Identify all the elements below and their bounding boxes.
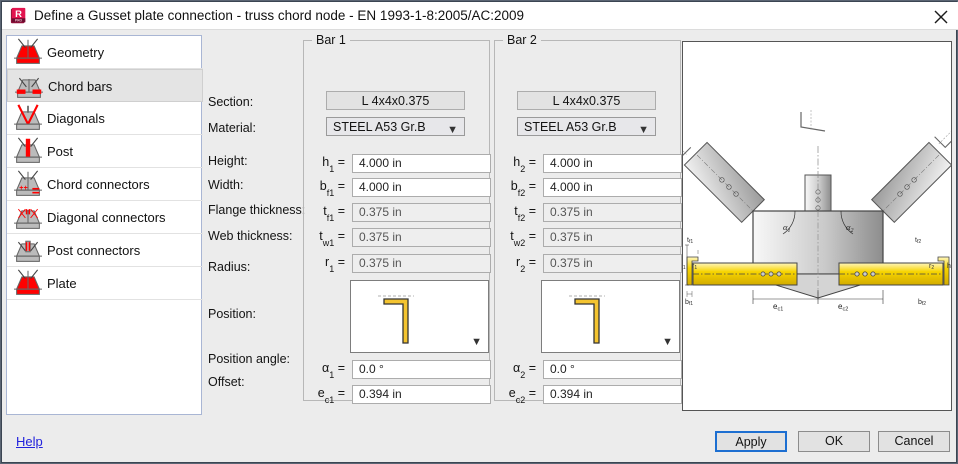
svg-text:+: + — [19, 185, 23, 192]
svg-text:tf1: tf1 — [687, 237, 693, 245]
svg-text:ec1: ec1 — [773, 302, 783, 313]
svg-text:h2: h2 — [947, 263, 952, 271]
svg-text:bf1: bf1 — [685, 299, 693, 307]
svg-text:h1: h1 — [683, 263, 686, 271]
svg-text:tf2: tf2 — [915, 237, 921, 245]
svg-text:r2: r2 — [929, 263, 934, 271]
svg-text:ec2: ec2 — [838, 302, 848, 313]
svg-text:+: + — [24, 185, 28, 192]
svg-text:PRO: PRO — [15, 18, 22, 22]
svg-text:bf2: bf2 — [918, 299, 926, 307]
svg-text:r1: r1 — [692, 263, 697, 271]
